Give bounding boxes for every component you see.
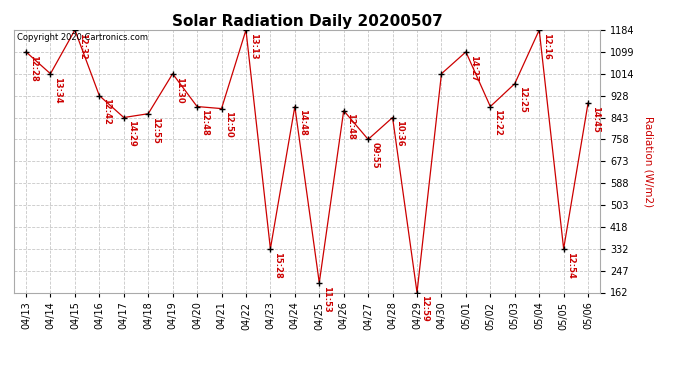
Text: 12:48: 12:48 xyxy=(346,113,355,140)
Text: 12:48: 12:48 xyxy=(200,110,209,136)
Text: 11:53: 11:53 xyxy=(322,285,331,312)
Text: 11:30: 11:30 xyxy=(175,76,184,103)
Text: 14:29: 14:29 xyxy=(126,120,135,147)
Text: 12:50: 12:50 xyxy=(224,111,233,138)
Text: 12:25: 12:25 xyxy=(518,87,526,113)
Text: 13:13: 13:13 xyxy=(248,33,258,59)
Text: 12:28: 12:28 xyxy=(29,55,38,81)
Text: 12:42: 12:42 xyxy=(102,98,111,125)
Text: 09:55: 09:55 xyxy=(371,142,380,169)
Text: Copyright 2020 Cartronics.com: Copyright 2020 Cartronics.com xyxy=(17,33,148,42)
Text: 12:59: 12:59 xyxy=(420,295,428,322)
Title: Solar Radiation Daily 20200507: Solar Radiation Daily 20200507 xyxy=(172,14,442,29)
Text: 12:54: 12:54 xyxy=(566,252,575,278)
Text: 12:16: 12:16 xyxy=(542,33,551,60)
Text: 12:55: 12:55 xyxy=(151,117,160,143)
Text: 13:34: 13:34 xyxy=(53,76,62,103)
Text: 12:22: 12:22 xyxy=(493,110,502,136)
Text: 14:27: 14:27 xyxy=(469,55,477,81)
Text: 14:45: 14:45 xyxy=(591,106,600,133)
Text: 14:48: 14:48 xyxy=(297,110,306,136)
Text: 10:36: 10:36 xyxy=(395,120,404,147)
Text: 12:32: 12:32 xyxy=(78,33,87,60)
Y-axis label: Radiation (W/m2): Radiation (W/m2) xyxy=(644,116,654,207)
Text: 15:28: 15:28 xyxy=(273,252,282,278)
